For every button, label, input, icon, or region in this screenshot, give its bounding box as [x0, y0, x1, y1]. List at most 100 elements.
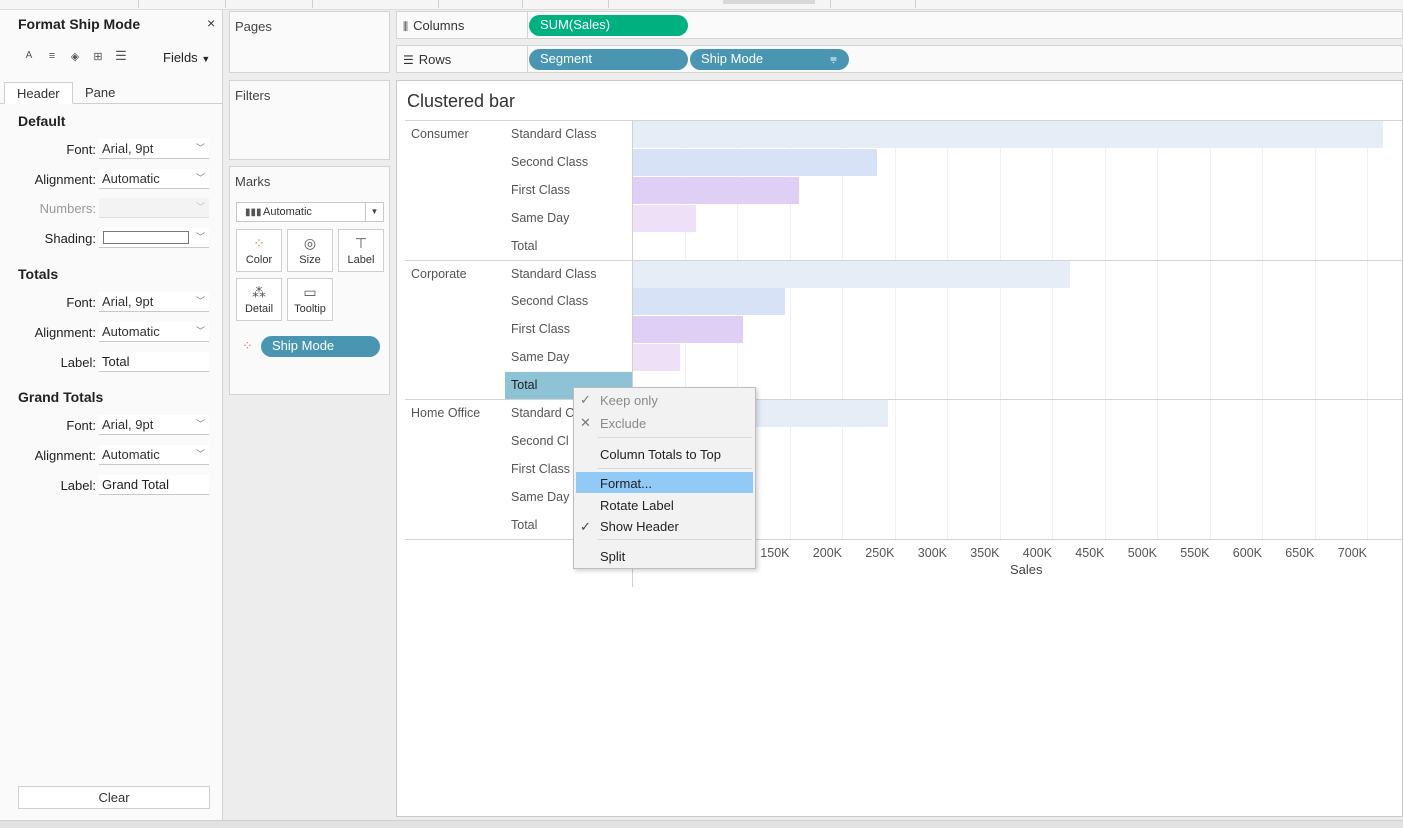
- gridline: [842, 120, 843, 541]
- tab-pane[interactable]: Pane: [85, 85, 116, 100]
- x-tick-label: 400K: [1022, 545, 1052, 560]
- fields-dropdown[interactable]: Fields ▼: [163, 50, 211, 65]
- ship-mode-color-pill[interactable]: Ship Mode: [261, 336, 380, 357]
- segment-pill[interactable]: Segment: [529, 49, 688, 70]
- default-font-select[interactable]: Arial, 9pt ﹀: [99, 139, 209, 159]
- totals-alignment-select[interactable]: Automatic ﹀: [99, 322, 209, 342]
- default-shading-select[interactable]: ﹀: [99, 228, 209, 248]
- detail-button[interactable]: ⁂ Detail: [236, 278, 282, 321]
- x-tick-label: 600K: [1232, 545, 1262, 560]
- menu-item-column-totals-to-top[interactable]: Column Totals to Top: [600, 447, 721, 462]
- tooltip-button[interactable]: ▭ Tooltip: [287, 278, 333, 321]
- ship-mode-header: Standard C: [511, 406, 575, 420]
- label-button[interactable]: ⊤ Label: [338, 229, 384, 272]
- x-tick-label: 75: [1380, 546, 1403, 560]
- x-tick-label: 300K: [917, 545, 947, 560]
- close-icon[interactable]: ×: [207, 15, 216, 31]
- gridline: [1262, 120, 1263, 541]
- ship-mode-header: Total: [511, 517, 538, 532]
- label-icon: ⊤: [354, 235, 368, 251]
- gridline: [1367, 120, 1368, 541]
- gridline: [1104, 120, 1106, 541]
- tab-header[interactable]: Header: [4, 82, 73, 104]
- lines-icon[interactable]: ☰: [115, 48, 127, 63]
- segment-header: Home Office: [411, 406, 481, 420]
- segment-divider: [405, 120, 1402, 121]
- default-alignment-label: Alignment:: [34, 172, 96, 187]
- columns-shelf[interactable]: ⫼ Columns SUM(Sales): [396, 11, 1403, 39]
- chevron-down-icon: ﹀: [195, 326, 205, 336]
- columns-label: ⫼ Columns: [403, 18, 465, 33]
- pages-card[interactable]: Pages: [229, 11, 390, 73]
- grand-totals-label-input[interactable]: Grand Total: [99, 475, 209, 495]
- gridline: [999, 120, 1001, 541]
- bar-chart-icon: ▮▮▮: [245, 207, 262, 218]
- menu-item-keep-only[interactable]: Keep only: [600, 393, 658, 408]
- sum-sales-pill[interactable]: SUM(Sales): [529, 15, 688, 36]
- x-tick-label: 500K: [1127, 545, 1157, 560]
- ship-mode-header: Second Cl: [511, 433, 569, 448]
- mark-type-select[interactable]: ▮▮▮ Automatic ▼: [236, 202, 384, 222]
- check-icon: ✓: [580, 392, 591, 407]
- filters-card[interactable]: Filters: [229, 80, 390, 160]
- menu-item-exclude[interactable]: Exclude: [600, 416, 647, 431]
- color-legend-icon: ⁘: [242, 338, 253, 353]
- ship-mode-header: Same Day: [511, 350, 570, 365]
- ship-mode-header: Total: [511, 378, 538, 393]
- grand-totals-font-label: Font:: [66, 418, 96, 433]
- grand-totals-font-select[interactable]: Arial, 9pt ﹀: [99, 415, 209, 435]
- ship-mode-header: First Class: [511, 461, 571, 476]
- bar: [633, 176, 799, 204]
- menu-item-split[interactable]: Split: [600, 549, 626, 564]
- close-icon: ✕: [580, 415, 591, 430]
- default-numbers-label: Numbers:: [39, 201, 96, 216]
- totals-label-input[interactable]: Total: [99, 352, 209, 372]
- bottom-strip: [0, 820, 1403, 828]
- x-tick-label: 250K: [865, 545, 895, 560]
- bar: [633, 260, 1070, 288]
- ship-mode-header: Standard Class: [511, 266, 597, 281]
- color-icon: ⁘: [253, 235, 265, 251]
- x-tick-label: 350K: [970, 545, 1000, 560]
- ship-mode-pill[interactable]: Ship Mode ⩦: [690, 49, 849, 70]
- shading-swatch: [103, 231, 189, 244]
- chevron-down-icon: ﹀: [195, 232, 205, 242]
- sort-icon: ⩦: [829, 51, 837, 65]
- totals-font-select[interactable]: Arial, 9pt ﹀: [99, 292, 209, 312]
- alignment-icon[interactable]: ≡: [48, 50, 56, 62]
- ship-mode-header: First Class: [511, 322, 571, 337]
- x-tick-label: 150K: [760, 545, 790, 560]
- grand-totals-alignment-select[interactable]: Automatic ﹀: [99, 445, 209, 465]
- gridline: [947, 120, 948, 541]
- rows-shelf[interactable]: ☰ Rows Segment Ship Mode ⩦: [396, 45, 1403, 73]
- default-alignment-select[interactable]: Automatic ﹀: [99, 169, 209, 189]
- shading-icon[interactable]: ◈: [70, 51, 80, 63]
- size-button[interactable]: ◎ Size: [287, 229, 333, 272]
- size-icon: ◎: [303, 235, 317, 251]
- totals-label-label: Label:: [60, 355, 96, 370]
- marks-title: Marks: [235, 174, 271, 189]
- gridline: [1052, 120, 1053, 541]
- gridline: [1209, 120, 1211, 541]
- chevron-down-icon: ﹀: [195, 419, 205, 429]
- menu-item-format[interactable]: Format...: [600, 476, 653, 491]
- bar: [633, 204, 696, 232]
- borders-icon[interactable]: ⊞: [93, 51, 103, 63]
- view-area: Clustered bar Consumer Standard Class Seco…: [396, 80, 1403, 817]
- color-button[interactable]: ⁘ Color: [236, 229, 282, 272]
- segment-header: Corporate: [411, 266, 467, 281]
- columns-icon: ⫼: [403, 21, 409, 33]
- font-icon[interactable]: A: [25, 50, 33, 61]
- menu-highlight: [576, 472, 753, 493]
- x-axis-title: Sales: [1010, 562, 1043, 577]
- x-tick-label: 450K: [1075, 545, 1105, 560]
- x-tick-label: 700K: [1337, 545, 1367, 560]
- ship-mode-header: Same Day: [511, 489, 570, 504]
- chevron-down-icon: ﹀: [195, 296, 205, 306]
- axis-line: [632, 120, 633, 587]
- format-panel-title: Format Ship Mode: [18, 16, 141, 32]
- clear-button[interactable]: Clear: [18, 786, 210, 809]
- menu-item-rotate-label[interactable]: Rotate Label: [600, 498, 674, 513]
- menu-item-show-header[interactable]: Show Header: [600, 519, 679, 534]
- top-strip: [0, 0, 1403, 10]
